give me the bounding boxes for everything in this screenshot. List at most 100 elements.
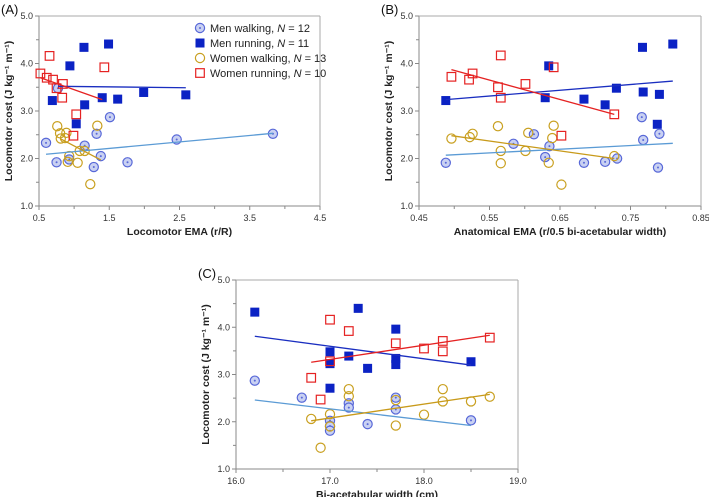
men-running-point [544, 61, 554, 71]
panel-a: 0.5 1.5 2.5 3.5 4.5 1.0 2.0 3.0 4.0 5.0 Locomotor … [1, 2, 326, 238]
y-tick-label: 2.0 [217, 417, 230, 427]
women-running-point [495, 50, 506, 61]
point-center-dot [642, 138, 645, 141]
women-walking-point [194, 52, 206, 64]
women-running-point [390, 338, 401, 349]
men-running-point [441, 96, 451, 106]
point-center-dot [300, 396, 303, 399]
legend-text: Women running, [210, 68, 294, 80]
women-walking-point [343, 383, 354, 395]
fit-line-women-walking [59, 137, 102, 161]
women-running-point [44, 50, 55, 61]
y-tick-label: 4.0 [217, 322, 230, 332]
men-running-point [391, 360, 401, 370]
x-tick-label: 18.0 [415, 476, 433, 486]
women-running-point [195, 68, 205, 78]
fit-line-women-running [40, 77, 103, 101]
women-running-point [437, 336, 448, 346]
x-axis-label: Locomotor EMA (r/R) [127, 226, 232, 238]
women-walking-point [437, 383, 448, 395]
panel-label: (A) [1, 2, 18, 17]
y-tick-label: 1.0 [400, 201, 413, 211]
women-running-point [467, 68, 478, 79]
x-tick-label: 17.0 [321, 476, 339, 486]
women-walking-point [547, 132, 558, 144]
point-center-dot [470, 419, 472, 422]
point-center-dot [199, 27, 201, 29]
panel-label: (C) [198, 266, 216, 281]
women-running-point [41, 72, 52, 83]
women-running-point [419, 343, 429, 354]
fit-line-women-running [451, 69, 615, 115]
legend-item: Women running, N = 10 [195, 68, 327, 80]
legend-label: Men walking, N = 12 [210, 23, 310, 35]
point-center-dot [656, 166, 659, 169]
men-running-point [80, 100, 90, 110]
women-walking-point [492, 120, 504, 132]
women-walking-point [306, 413, 317, 425]
men-running-point [104, 39, 114, 49]
legend-label: Women walking, N = 13 [210, 53, 326, 65]
y-tick-label: 3.0 [20, 106, 33, 116]
point-center-dot [444, 161, 447, 164]
y-tick-label: 5.0 [217, 275, 230, 285]
men-running-point [353, 303, 363, 313]
legend: Men walking, N = 12 Men running, N = 11 Wo… [194, 22, 327, 80]
women-running-point [68, 130, 79, 141]
point-center-dot [640, 116, 643, 119]
point-center-dot [175, 138, 178, 141]
men-running-point [65, 61, 75, 71]
men-running-point [97, 93, 107, 103]
y-tick-label: 4.0 [400, 59, 413, 69]
y-axis-label: Locomotor cost (J kg⁻¹ m⁻¹) [383, 41, 395, 182]
x-tick-label: 2.5 [173, 213, 186, 223]
x-tick-label: 1.5 [103, 213, 116, 223]
women-walking-point [495, 145, 506, 157]
men-running-point [611, 83, 621, 93]
women-running-point [306, 372, 317, 383]
men-running-point [654, 89, 664, 99]
women-running-point [520, 79, 531, 89]
men-running-point [139, 87, 149, 97]
women-walking-point [343, 391, 354, 402]
men-running-point [652, 119, 662, 129]
women-running-point [437, 346, 448, 357]
men-running-point [466, 357, 476, 367]
women-walking-point [523, 127, 534, 139]
point-center-dot [95, 132, 98, 135]
fit-line-women-running [311, 334, 490, 363]
men-running-point [600, 100, 610, 110]
x-tick-label: 19.0 [509, 476, 527, 486]
women-walking-point [543, 157, 554, 168]
men-running-point [638, 87, 648, 97]
point-center-dot [99, 155, 102, 158]
y-axis-label: Locomotor cost (J kg⁻¹ m⁻¹) [200, 304, 212, 445]
y-tick-label: 5.0 [400, 11, 413, 21]
women-walking-point [72, 157, 83, 168]
x-tick-label: 0.55 [481, 213, 499, 223]
point-center-dot [253, 379, 256, 382]
men-running-point [668, 39, 678, 49]
point-center-dot [548, 145, 551, 148]
point-center-dot [544, 156, 547, 159]
women-walking-point [61, 127, 72, 139]
women-walking-point [548, 120, 559, 131]
legend-text: Women walking, [210, 53, 294, 65]
y-tick-label: 3.0 [400, 106, 413, 116]
women-running-point [99, 62, 110, 73]
women-running-point [57, 92, 68, 103]
women-running-point [315, 394, 326, 405]
men-running-point [71, 119, 81, 129]
y-tick-label: 5.0 [20, 11, 33, 21]
legend-text: N [294, 68, 302, 80]
point-center-dot [92, 166, 95, 169]
y-tick-label: 4.0 [20, 59, 33, 69]
legend-text: = 10 [302, 68, 327, 80]
women-walking-point [390, 394, 401, 406]
men-running-point [325, 359, 335, 369]
fit-line-men-walking [445, 142, 673, 156]
point-center-dot [45, 141, 48, 144]
fit-line-men-running [445, 80, 673, 101]
women-running-point [556, 130, 567, 141]
